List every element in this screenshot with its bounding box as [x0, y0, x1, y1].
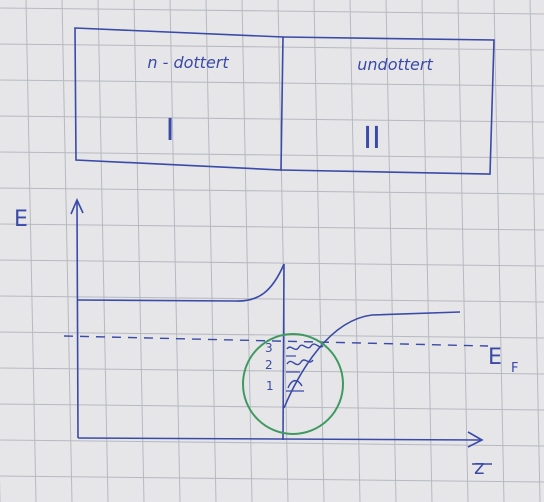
grid-line-vertical: [169, 0, 181, 502]
position-axis: [77, 431, 484, 448]
grid-line-vertical: [385, 0, 397, 502]
position-axis-label: z: [474, 455, 485, 479]
region-box-right: [280, 36, 495, 175]
grid-line-vertical: [97, 0, 109, 502]
grid-line-vertical: [493, 0, 505, 502]
grid-line-horizontal: [0, 367, 544, 375]
grid-line-vertical: [205, 0, 217, 502]
grid-line-horizontal: [0, 331, 544, 339]
grid-line-horizontal: [0, 259, 544, 267]
grid-line-horizontal: [0, 475, 544, 483]
interface-line: [282, 263, 285, 441]
grid-line-horizontal: [0, 223, 544, 231]
energy-axis: [70, 198, 84, 439]
region-right-numeral: II: [363, 121, 381, 156]
grid-line-horizontal: [0, 115, 544, 123]
grid-line-vertical: [349, 0, 361, 502]
grid-line-vertical: [133, 0, 145, 502]
fermi-level-subscript: F: [511, 361, 518, 376]
grid-line-horizontal: [0, 43, 544, 51]
grid-line-vertical: [241, 0, 253, 502]
subband-label-1: 1: [266, 379, 274, 393]
grid-line-vertical: [61, 0, 73, 502]
grid-line-vertical: [457, 0, 469, 502]
conduction-band-left: [77, 263, 285, 302]
region-right-label: undottert: [357, 55, 433, 74]
grid-line-vertical: [421, 0, 433, 502]
grid-line-horizontal: [0, 187, 544, 195]
grid-line-horizontal: [0, 439, 544, 447]
grid-line-horizontal: [0, 295, 544, 303]
grid-line-horizontal: [0, 151, 544, 159]
region-box-left: [74, 27, 284, 171]
region-left-label: n - dottert: [147, 53, 229, 72]
fermi-level-label: E: [488, 345, 502, 370]
grid-line-vertical: [25, 0, 37, 502]
energy-axis-label: E: [14, 207, 28, 232]
grid-line-horizontal: [0, 7, 544, 15]
subband-label-2: 2: [265, 358, 273, 372]
subband-wavefunctions: [286, 343, 324, 392]
quantum-well-highlight-circle: [242, 333, 344, 435]
grid-line-vertical: [277, 0, 289, 502]
fermi-level-line: [63, 335, 489, 347]
region-left-numeral: I: [166, 113, 175, 148]
grid-line-vertical: [529, 0, 541, 502]
grid-line-horizontal: [0, 403, 544, 411]
conduction-band-right: [283, 311, 461, 409]
subband-label-3: 3: [265, 341, 273, 355]
grid-line-horizontal: [0, 79, 544, 87]
